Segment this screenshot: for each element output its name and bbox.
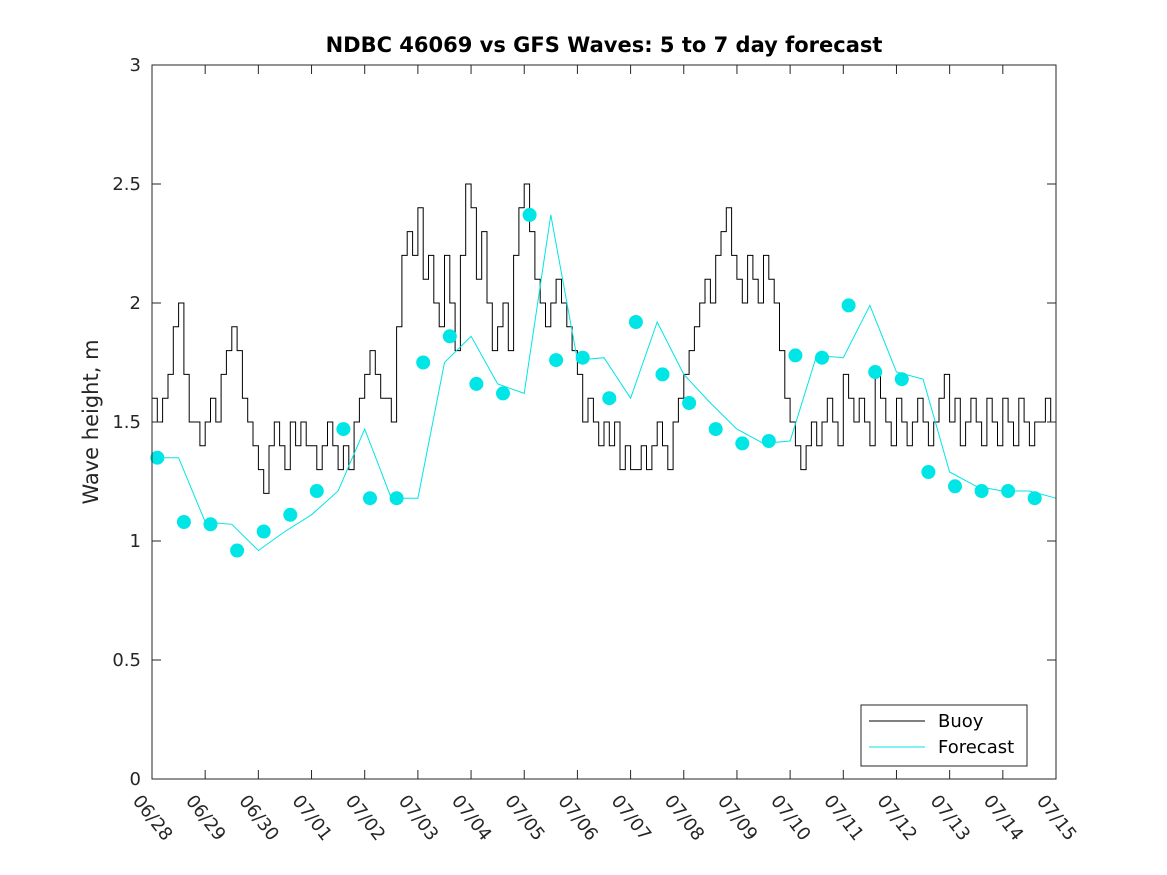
forecast-marker [575, 350, 590, 365]
forecast-marker [1027, 491, 1042, 506]
x-tick-label: 07/08 [660, 791, 708, 845]
x-tick-label: 07/05 [500, 791, 548, 845]
forecast-marker [868, 365, 883, 379]
x-tick-label: 07/02 [341, 791, 389, 845]
forecast-marker [708, 422, 723, 437]
x-tick-label: 06/30 [234, 791, 282, 845]
forecast-marker [921, 465, 936, 479]
x-tick-label: 07/09 [713, 791, 761, 845]
legend-forecast-label: Forecast [938, 737, 1014, 758]
y-tick-label: 0 [130, 769, 141, 790]
forecast-marker [1001, 484, 1016, 498]
forecast-marker [894, 372, 909, 387]
legend-buoy-label: Buoy [938, 711, 984, 732]
chart-title: NDBC 46069 vs GFS Waves: 5 to 7 day fore… [326, 33, 883, 57]
forecast-marker [363, 491, 377, 506]
x-tick-label: 07/04 [447, 791, 495, 845]
forecast-marker [336, 422, 351, 437]
forecast-marker [469, 376, 484, 391]
forecast-marker [150, 450, 165, 465]
x-tick-label: 07/12 [873, 791, 921, 845]
forecast-marker [628, 315, 643, 329]
x-tick-label: 07/06 [553, 791, 601, 845]
x-tick-label: 07/14 [979, 791, 1027, 845]
y-tick-label: 0.5 [112, 650, 141, 671]
forecast-marker [788, 348, 803, 363]
forecast-marker [256, 524, 271, 539]
x-tick-label: 07/11 [819, 791, 867, 845]
forecast-marker [815, 350, 829, 365]
forecast-marker [176, 515, 191, 529]
forecast-marker [203, 517, 218, 532]
y-tick-label: 1.5 [112, 412, 141, 433]
x-tick-label: 07/07 [607, 791, 655, 845]
x-tick-label: 07/15 [1032, 791, 1080, 845]
forecast-marker [655, 367, 670, 382]
forecast-marker [309, 484, 324, 498]
forecast-marker [735, 436, 750, 451]
x-tick-label: 07/13 [926, 791, 974, 845]
legend-box [860, 704, 1028, 767]
x-tick-label: 07/01 [288, 791, 336, 845]
x-tick-label: 07/03 [394, 791, 442, 845]
forecast-marker [522, 207, 537, 222]
y-tick-label: 2 [130, 293, 141, 314]
forecast-marker [549, 353, 564, 368]
forecast-marker [974, 484, 989, 498]
forecast-marker [283, 507, 298, 522]
legend: Buoy Forecast [860, 704, 1028, 767]
y-tick-label: 3 [130, 55, 141, 76]
x-tick-label: 06/29 [181, 791, 229, 845]
forecast-marker [230, 543, 245, 558]
marker-layer [150, 207, 1042, 558]
forecast-marker [496, 386, 510, 401]
forecast-marker [761, 434, 776, 448]
forecast-marker [948, 479, 962, 494]
x-tick-label: 07/10 [766, 791, 814, 845]
forecast-marker [682, 396, 697, 410]
y-tick-label: 1 [130, 531, 141, 552]
forecast-marker [442, 329, 457, 344]
forecast-marker [602, 391, 617, 406]
x-tick-label: 06/28 [128, 791, 176, 845]
y-tick-label: 2.5 [112, 174, 141, 195]
buoy-series-line [152, 183, 1056, 494]
forecast-marker [841, 298, 856, 313]
forecast-marker [416, 355, 431, 370]
y-axis-label: Wave height, m [79, 339, 103, 504]
forecast-marker [389, 491, 404, 506]
